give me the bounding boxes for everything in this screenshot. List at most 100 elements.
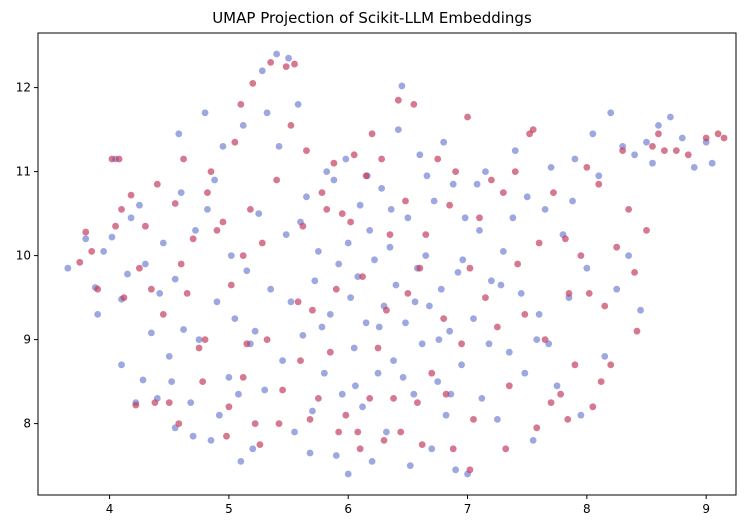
scatter-point-blue-36 [239,122,247,129]
scatter-point-red-96 [529,126,537,133]
scatter-point-blue-55 [311,277,319,285]
scatter-point-blue-61 [332,452,340,459]
scatter-point-blue-107 [476,227,483,234]
scatter-point-red-0 [76,258,84,266]
scatter-point-blue-101 [452,466,460,474]
scatter-point-red-72 [410,101,418,108]
scatter-point-blue-73 [368,458,376,465]
scatter-point-blue-10 [127,214,135,222]
scatter-point-blue-136 [643,138,650,146]
scatter-point-red-130 [223,432,230,440]
scatter-point-blue-33 [227,252,235,259]
scatter-point-blue-118 [535,311,543,318]
scatter-point-red-115 [631,269,638,276]
scatter-point-blue-110 [488,277,495,285]
scatter-point-red-46 [299,222,307,230]
scatter-point-blue-153 [306,449,314,457]
scatter-point-red-76 [428,369,436,377]
scatter-point-red-33 [246,206,254,213]
scatter-point-red-49 [314,395,322,402]
x-tick-label: 4 [106,502,114,516]
scatter-point-red-52 [326,348,334,356]
scatter-point-blue-165 [459,256,467,264]
scatter-point-blue-51 [294,101,302,108]
scatter-point-red-117 [643,227,650,234]
x-tick-label: 7 [464,502,472,516]
scatter-point-red-139 [418,441,426,448]
scatter-point-red-70 [402,197,409,205]
scatter-point-blue-0 [64,264,72,272]
scatter-point-red-7 [120,294,128,301]
scatter-point-red-77 [434,155,442,163]
scatter-point-blue-161 [411,298,419,306]
scatter-point-red-135 [335,428,343,436]
scatter-point-blue-116 [523,193,531,201]
scatter-point-blue-35 [237,458,245,465]
scatter-point-red-84 [466,264,474,272]
scatter-point-blue-72 [366,227,374,234]
scatter-point-red-111 [607,361,615,369]
scatter-point-blue-144 [136,201,143,209]
scatter-point-red-133 [275,420,283,427]
scatter-point-blue-169 [509,214,517,222]
plot-frame [37,32,737,496]
scatter-point-red-129 [199,378,207,385]
scatter-point-red-40 [279,386,286,394]
scatter-point-red-92 [511,168,519,176]
scatter-point-blue-113 [505,348,513,356]
scatter-point-blue-162 [423,172,431,180]
scatter-point-red-60 [359,273,366,280]
scatter-point-blue-76 [378,185,386,192]
scatter-point-red-140 [449,445,457,453]
y-axis: 8 9 10 11 12 [16,81,38,431]
scatter-point-red-5 [115,155,123,163]
scatter-point-red-53 [330,159,338,167]
scatter-point-blue-45 [275,143,283,150]
scatter-point-red-67 [386,231,394,239]
scatter-point-red-59 [354,428,362,436]
scatter-point-blue-94 [430,197,438,205]
scatter-point-blue-87 [410,390,418,398]
scatter-point-red-81 [452,168,460,176]
scatter-point-red-43 [291,60,298,68]
x-axis: 4 5 6 7 8 9 [106,495,710,516]
scatter-point-red-75 [422,231,430,239]
x-tick-label: 6 [344,502,352,516]
chart-title: UMAP Projection of Scikit-LLM Embeddings [212,9,532,27]
scatter-point-blue-43 [267,285,275,293]
scatter-point-red-39 [273,176,281,184]
scatter-point-blue-99 [446,327,454,335]
scatter-point-blue-56 [314,248,322,255]
scatter-point-red-123 [702,134,710,142]
scatter-point-blue-60 [330,176,338,184]
scatter-point-blue-156 [351,382,359,390]
scatter-point-blue-145 [156,290,164,297]
scatter-point-blue-74 [371,256,378,264]
scatter-point-blue-119 [541,206,549,213]
scatter-point-red-113 [619,147,627,155]
scatter-point-red-16 [171,200,179,207]
scatter-point-red-125 [720,134,728,142]
scatter-point-red-100 [550,189,557,197]
scatter-point-blue-3 [94,311,102,318]
scatter-point-blue-134 [631,151,638,159]
scatter-point-blue-100 [449,180,457,188]
scatter-point-red-2 [88,248,96,255]
scatter-point-blue-95 [434,378,442,385]
scatter-point-blue-83 [398,82,406,90]
scatter-point-blue-150 [251,327,259,335]
scatter-point-red-79 [442,390,450,398]
scatter-point-blue-158 [375,323,383,331]
scatter-point-blue-69 [356,201,364,209]
scatter-point-red-101 [557,390,565,398]
scatter-point-blue-12 [139,376,147,384]
scatter-point-red-44 [294,298,302,306]
scatter-point-red-132 [256,441,264,448]
scatter-point-blue-71 [362,319,370,327]
scatter-point-red-45 [297,357,304,364]
scatter-point-red-10 [136,264,143,272]
scatter-point-blue-147 [189,432,197,440]
scatter-point-red-61 [362,172,370,180]
scatter-point-blue-34 [231,315,239,322]
